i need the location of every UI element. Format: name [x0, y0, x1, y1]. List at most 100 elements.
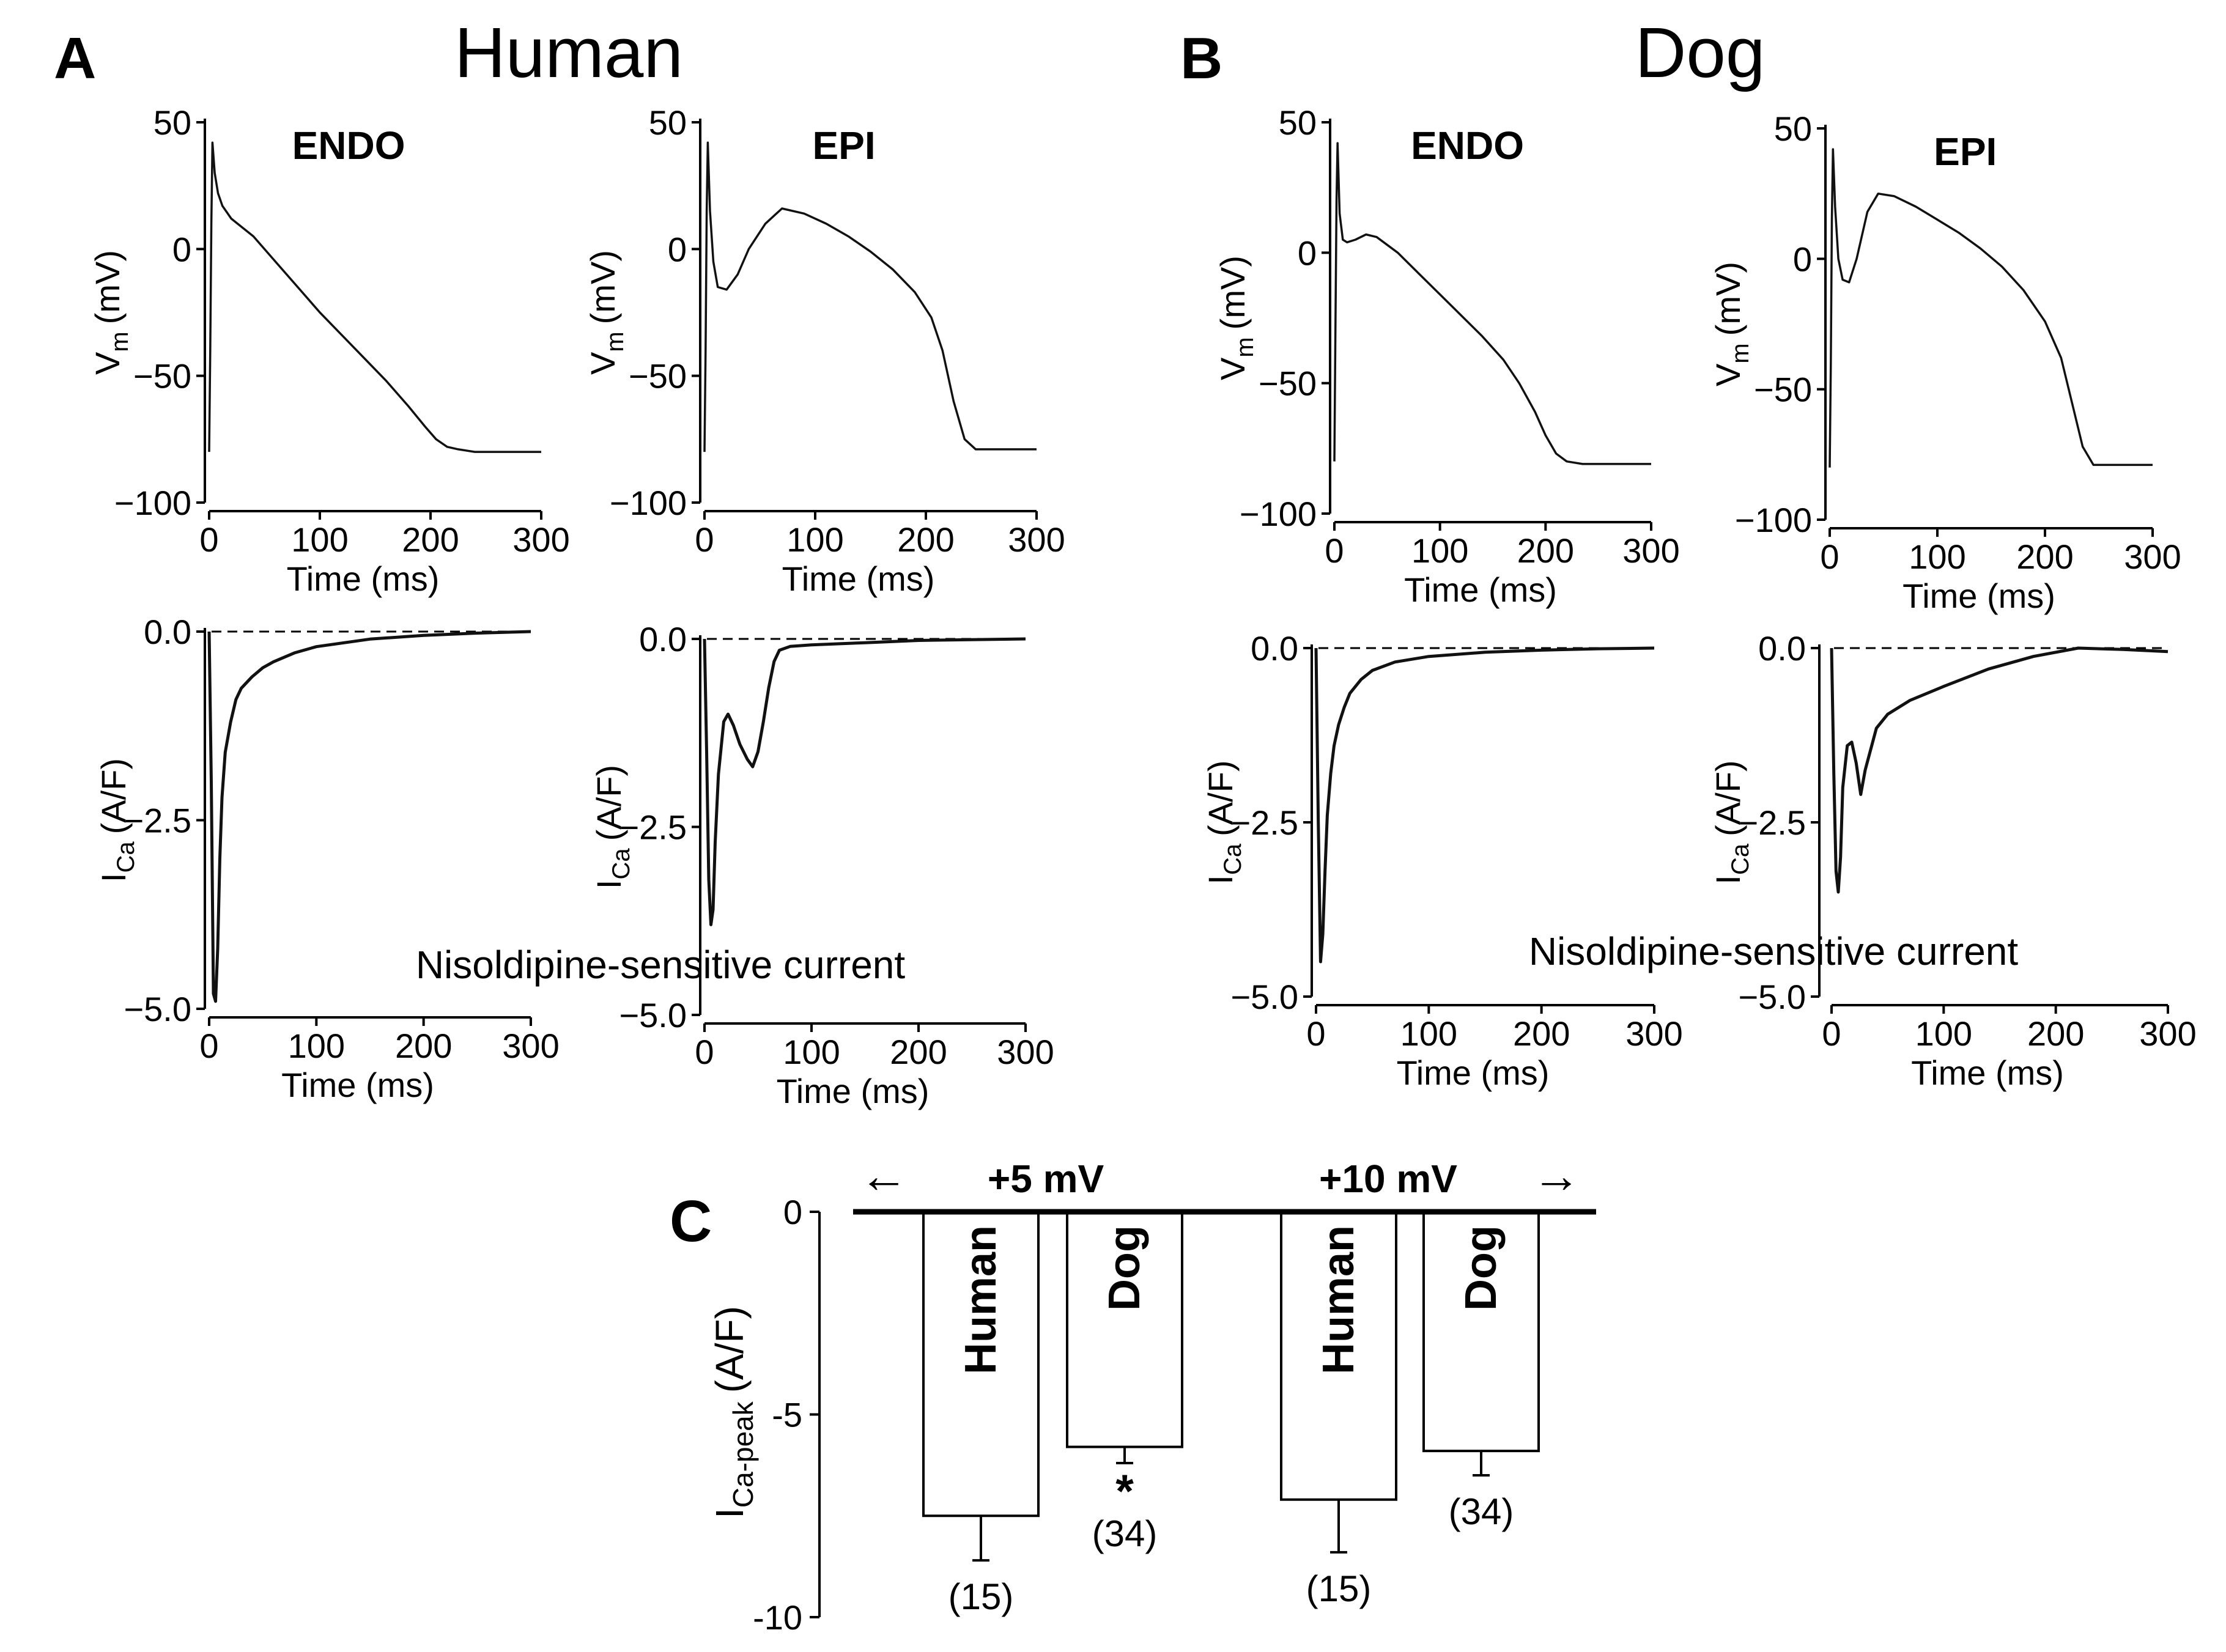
dog-endo-ap-trace: [1333, 142, 1651, 465]
human-epi-ap-tag: EPI: [812, 124, 875, 168]
nisoldipine-label-human: Nisoldipine-sensitive current: [416, 943, 906, 987]
group-label-10mv: +10 mV: [1319, 1157, 1457, 1201]
human-epi-ica-y-tick-label: −2.5: [619, 808, 687, 847]
dog-endo-ap-y-tick-label: −50: [1259, 364, 1317, 403]
human-epi-ap-x-tick-label: 100: [786, 520, 843, 559]
human-endo-ap-y-tick-label: −50: [133, 357, 191, 396]
bar-n-label: (15): [948, 1576, 1014, 1617]
human-endo-ap-x-label: Time (ms): [287, 559, 440, 598]
y-label-unit: (A/F): [94, 758, 133, 834]
dog-endo-ica-chart: 0.0 −2.5 −5.00 100 200 300 Time (ms) ICa (A/F): [1201, 629, 1683, 1092]
human-endo-ica-y-tick-label: −5.0: [124, 990, 191, 1028]
panel-b-species: Dog: [1635, 13, 1766, 92]
human-epi-ica-y-tick-label: 0.0: [639, 620, 687, 658]
human-epi-ica-x-label: Time (ms): [777, 1072, 930, 1110]
y-label-main: I: [590, 880, 628, 890]
human-epi-ap-x-tick-label: 200: [897, 520, 954, 559]
y-label-main: I: [94, 873, 133, 883]
human-endo-ica-y-tick-label: −2.5: [124, 802, 191, 840]
dog-endo-ica-y-tick-label: −2.5: [1230, 803, 1298, 842]
human-endo-ica-x-label: Time (ms): [281, 1066, 434, 1104]
bar-y-tick-label: -5: [772, 1396, 802, 1434]
y-label-main: V: [583, 352, 622, 375]
dog-epi-ica-trace: [1830, 646, 2169, 894]
y-label-unit: (mV): [1213, 256, 1252, 330]
dog-epi-ica-y-tick-label: 0.0: [1758, 629, 1806, 668]
dog-endo-ica-y-tick-label: −5.0: [1230, 978, 1298, 1016]
human-endo-ica-x-tick-label: 100: [288, 1027, 345, 1065]
bar-n-label: (34): [1092, 1513, 1158, 1554]
human-epi-ica-x-tick-label: 200: [890, 1033, 947, 1071]
human-epi-ap-trace: [703, 141, 1037, 452]
significance-star: *: [1115, 1466, 1134, 1517]
y-label-subscript: Ca: [1727, 843, 1754, 875]
group-arrow-left: ←: [859, 1148, 908, 1203]
dog-endo-ap-y-tick-label: 0: [1298, 234, 1317, 272]
dog-epi-ap-x-tick-label: 300: [2124, 537, 2181, 576]
human-epi-ap-y-tick-label: 50: [649, 103, 687, 142]
y-label-unit: (mV): [583, 250, 622, 324]
human-epi-ap-x-tick-label: 0: [695, 520, 714, 559]
panel-a-species: Human: [454, 13, 683, 92]
dog-epi-ica-y-label: ICa (A/F): [1709, 760, 1754, 884]
bar-label: Human: [956, 1225, 1005, 1374]
dog-endo-ica-y-tick-label: 0.0: [1251, 629, 1298, 668]
bar-y-tick-label: -10: [753, 1598, 802, 1637]
dog-endo-ica-x-tick-label: 100: [1400, 1014, 1457, 1053]
human-endo-ica-x-tick-label: 200: [395, 1027, 452, 1065]
y-label-subscript: Ca: [113, 841, 139, 873]
dog-endo-ap-y-tick-label: −100: [1240, 495, 1317, 533]
bar-y-label-subscript: Ca-peak: [727, 1401, 759, 1508]
dog-epi-ap-x-tick-label: 100: [1909, 537, 1965, 576]
human-endo-ap-x-tick-label: 0: [199, 520, 218, 559]
dog-endo-ap-x-tick-label: 300: [1622, 531, 1679, 570]
panel-a-letter: A: [54, 26, 96, 91]
bar-label: Human: [1314, 1225, 1363, 1374]
y-label-subscript: Ca: [1219, 843, 1246, 875]
human-endo-ap-y-tick-label: −100: [114, 484, 191, 522]
dog-epi-ap-x-tick-label: 0: [1820, 537, 1839, 576]
human-endo-ica-chart: 0.0 −2.5 −5.00 100 200 300 Time (ms) ICa (A/F): [94, 613, 560, 1104]
dog-endo-ap-x-tick-label: 0: [1325, 531, 1344, 570]
group-label-5mv: +5 mV: [988, 1157, 1104, 1201]
nisoldipine-label-dog: Nisoldipine-sensitive current: [1529, 929, 2019, 973]
human-endo-ap-x-tick-label: 200: [402, 520, 459, 559]
bar-n-label: (15): [1306, 1568, 1372, 1609]
dog-endo-ica-x-tick-label: 300: [1625, 1014, 1682, 1053]
dog-epi-ap-y-tick-label: −50: [1754, 371, 1812, 409]
dog-endo-ap-y-label: Vm (mV): [1213, 256, 1259, 380]
dog-epi-ap-x-label: Time (ms): [1902, 577, 2055, 615]
human-endo-ap-y-tick-label: 0: [172, 230, 191, 268]
dog-epi-ap-trace: [1829, 148, 2153, 468]
dog-endo-ica-x-tick-label: 200: [1513, 1014, 1570, 1053]
dog-endo-ica-x-tick-label: 0: [1306, 1014, 1325, 1053]
human-epi-ap-x-label: Time (ms): [782, 559, 935, 598]
dog-epi-ica-chart: 0.0 −2.5 −5.0 0 100 200 300 Time (ms) ICa (A/F): [1709, 629, 2197, 1092]
human-epi-ica-x-tick-label: 300: [997, 1033, 1054, 1071]
human-endo-ap-tag: ENDO: [292, 124, 405, 168]
dog-epi-ap-x-tick-label: 200: [2016, 537, 2073, 576]
human-endo-ap-trace: [208, 141, 541, 453]
y-label-unit: (A/F): [1709, 760, 1747, 836]
dog-endo-ica-y-label: ICa (A/F): [1201, 760, 1246, 884]
human-endo-ap-y-tick-label: 50: [153, 103, 191, 142]
y-label-unit: (mV): [88, 250, 127, 324]
dog-endo-ap-x-tick-label: 200: [1517, 531, 1574, 570]
bar-human: [922, 1211, 1040, 1517]
human-epi-ica-chart: 0.0 −2.5 −5.00 100 200 300 Time (ms) ICa (A/F): [590, 620, 1054, 1110]
y-label-main: I: [1201, 875, 1240, 885]
human-endo-ica-y-label: ICa (A/F): [94, 758, 139, 882]
human-endo-ap-x-tick-label: 100: [291, 520, 348, 559]
dog-epi-ap-tag: EPI: [1934, 130, 1997, 174]
human-epi-ica-y-tick-label: −5.0: [619, 996, 687, 1034]
dog-epi-ap-y-tick-label: 0: [1793, 240, 1812, 278]
y-label-unit: (A/F): [1201, 760, 1240, 836]
human-endo-ica-y-tick-label: 0.0: [144, 613, 191, 651]
y-label-unit: (A/F): [590, 765, 628, 841]
dog-endo-ap-tag: ENDO: [1411, 124, 1524, 168]
